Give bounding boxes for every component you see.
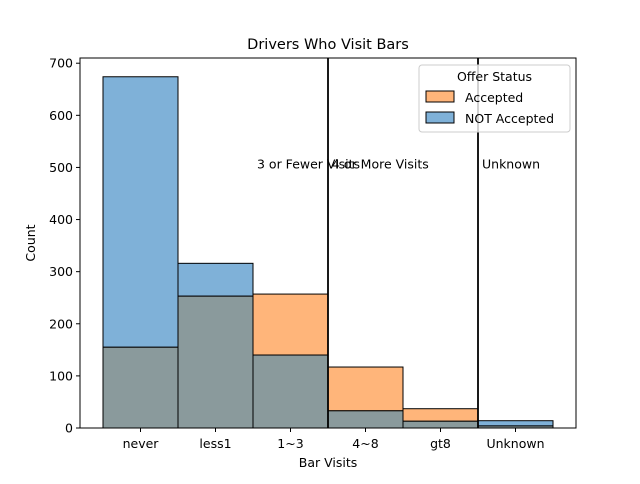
x-axis-label: Bar Visits [299,455,358,470]
bar-overlap-4-8 [327,410,404,429]
bar-accepted-4-8 [327,366,404,412]
legend-title: Offer Status [457,69,532,84]
bar-overlap-1-3 [252,354,329,429]
bar-not-accepted-never [102,76,179,348]
x-axis-ticks: never less1 1~3 4~8 gt8 Unknown [123,428,545,451]
y-tick-label: 0 [65,421,73,436]
legend-label-not-accepted: NOT Accepted [465,111,554,126]
y-tick-label: 200 [49,316,73,331]
x-tick-label-never: never [123,436,160,451]
annotation-3-or-fewer-visits: 3 or Fewer Visits [257,156,360,171]
y-tick-label: 500 [49,160,73,175]
annotation-4-or-more-visits: 4 or More Visits [332,156,429,171]
legend: Offer Status Accepted NOT Accepted [418,64,571,133]
y-tick-label: 600 [49,108,73,123]
legend-swatch-not-accepted [425,111,455,124]
annotation-unknown: Unknown [482,156,540,171]
y-axis-label: Count [23,224,38,261]
bar-overlap-never [102,346,179,429]
y-tick-label: 700 [49,56,73,71]
x-tick-label-unknown: Unknown [486,436,544,451]
y-axis-ticks: 0 100 200 300 400 500 600 700 [49,56,80,436]
bar-accepted-1-3 [252,293,329,356]
y-tick-label: 300 [49,264,73,279]
x-tick-label-less1: less1 [199,436,231,451]
x-tick-label-1-3: 1~3 [277,436,303,451]
plot-frame [79,57,577,429]
legend-label-accepted: Accepted [465,90,523,105]
bar-accepted-gt8 [402,408,479,422]
bars-layer [102,76,554,429]
chart-title: Drivers Who Visit Bars [247,37,409,53]
legend-swatch-accepted [425,90,455,103]
bar-not-accepted-unknown [477,420,554,427]
legend-box [418,64,571,133]
bar-overlap-less1 [177,295,254,429]
y-tick-label: 100 [49,368,73,383]
bar-overlap-gt8 [402,420,479,429]
x-tick-label-4-8: 4~8 [352,436,378,451]
y-tick-label: 400 [49,212,73,227]
bar-not-accepted-less1 [177,262,254,297]
x-tick-label-gt8: gt8 [430,436,451,451]
